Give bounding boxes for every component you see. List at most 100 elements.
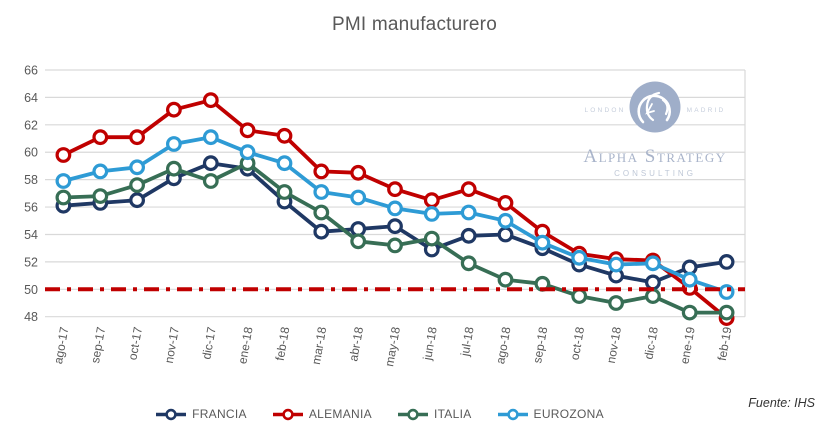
marker-alemania-sep-17 bbox=[92, 129, 109, 146]
marker-alemania-nov-17 bbox=[165, 101, 182, 118]
y-axis-label: 58 bbox=[24, 173, 38, 187]
legend-label: ALEMANIA bbox=[308, 407, 372, 421]
marker-italia-ago-18 bbox=[497, 271, 514, 288]
x-axis-label: may-18 bbox=[382, 325, 403, 367]
legend-marker-icon bbox=[156, 408, 187, 420]
marker-eurozona-nov-18 bbox=[608, 256, 624, 273]
marker-italia-feb-19 bbox=[718, 304, 735, 321]
marker-alemania-ago-17 bbox=[55, 147, 72, 163]
marker-italia-feb-18 bbox=[276, 184, 293, 200]
marker-eurozona-jul-18 bbox=[460, 204, 477, 221]
marker-eurozona-dic-18 bbox=[645, 255, 661, 272]
marker-italia-abr-18 bbox=[350, 233, 367, 250]
marker-eurozona-ene-19 bbox=[681, 271, 698, 288]
marker-italia-may-18 bbox=[387, 237, 403, 254]
watermark-logo-circle bbox=[629, 81, 681, 133]
x-axis-label: dic-18 bbox=[641, 325, 661, 360]
x-axis-label: jun-18 bbox=[420, 325, 440, 362]
legend-item-alemania: ALEMANIA bbox=[272, 407, 372, 421]
marker-eurozona-may-18 bbox=[387, 200, 403, 217]
marker-italia-nov-18 bbox=[608, 295, 624, 311]
marker-alemania-ago-18 bbox=[497, 194, 514, 211]
x-axis-label: ago-18 bbox=[493, 325, 513, 365]
x-axis-label: abr-18 bbox=[346, 325, 366, 362]
marker-francia-feb-19 bbox=[718, 253, 735, 270]
marker-alemania-dic-17 bbox=[202, 92, 219, 109]
y-axis-label: 50 bbox=[24, 283, 38, 297]
marker-alemania-oct-17 bbox=[129, 129, 146, 146]
x-axis-label: jul-18 bbox=[458, 325, 477, 358]
series-layer bbox=[55, 92, 735, 327]
marker-italia-mar-18 bbox=[313, 204, 330, 221]
marker-eurozona-ago-17 bbox=[55, 173, 72, 189]
x-axis-label: ene-19 bbox=[677, 325, 697, 365]
legend-item-italia: ITALIA bbox=[397, 407, 472, 421]
marker-francia-ago-18 bbox=[497, 226, 514, 243]
legend-item-eurozona: EUROZONA bbox=[497, 407, 604, 421]
marker-eurozona-oct-17 bbox=[129, 159, 146, 176]
chart-legend: FRANCIA ALEMANIA ITALIA EUROZONA bbox=[0, 407, 760, 421]
marker-italia-oct-18 bbox=[571, 288, 588, 305]
y-axis-label: 52 bbox=[24, 255, 38, 269]
marker-francia-oct-17 bbox=[129, 192, 146, 209]
marker-eurozona-jun-18 bbox=[423, 205, 440, 222]
marker-francia-dic-17 bbox=[202, 155, 219, 172]
x-axis-label: ago-17 bbox=[51, 325, 71, 365]
marker-francia-dic-18 bbox=[645, 274, 661, 291]
marker-eurozona-sep-17 bbox=[92, 163, 109, 180]
legend-marker-icon bbox=[497, 408, 528, 420]
watermark-brand: Alpha Strategy bbox=[583, 146, 726, 167]
series-italia bbox=[55, 155, 735, 321]
x-axis-label: ene-18 bbox=[235, 325, 255, 365]
marker-eurozona-nov-17 bbox=[165, 136, 182, 152]
x-axis-label: nov-18 bbox=[604, 325, 624, 364]
y-axis-label: 48 bbox=[24, 310, 38, 324]
marker-francia-jul-18 bbox=[460, 227, 477, 244]
legend-label: ITALIA bbox=[433, 407, 472, 421]
watermark-city-madrid: MADRID bbox=[687, 107, 726, 114]
marker-alemania-jul-18 bbox=[460, 181, 477, 198]
marker-alemania-feb-18 bbox=[276, 127, 293, 144]
watermark-alpha-strategy: LONDON MADRID Alpha Strategy CONSULTING bbox=[583, 81, 726, 178]
marker-italia-jun-18 bbox=[423, 230, 440, 247]
marker-eurozona-mar-18 bbox=[313, 184, 330, 200]
legend-label: EUROZONA bbox=[533, 407, 604, 421]
marker-francia-mar-18 bbox=[313, 223, 330, 240]
legend-marker-icon bbox=[272, 408, 303, 420]
y-axis-label: 64 bbox=[24, 91, 38, 105]
y-axis-label: 66 bbox=[24, 64, 38, 78]
x-axis-label: mar-18 bbox=[309, 325, 329, 365]
lion-icon bbox=[637, 91, 671, 124]
y-axis-label: 54 bbox=[24, 228, 38, 242]
marker-eurozona-feb-19 bbox=[718, 284, 735, 300]
x-axis-label: nov-17 bbox=[162, 325, 182, 364]
marker-francia-may-18 bbox=[387, 218, 403, 235]
axis-labels-layer: 66 64 62 60 58 56 54 52 50 48 ago-17 sep-17 oct-17 no… bbox=[24, 64, 734, 368]
watermark-division: CONSULTING bbox=[614, 169, 696, 178]
x-axis-label: feb-19 bbox=[715, 325, 735, 361]
legend-label: FRANCIA bbox=[192, 407, 247, 421]
marker-eurozona-feb-18 bbox=[276, 155, 293, 172]
y-axis-label: 60 bbox=[24, 146, 38, 160]
x-axis-label: sep-18 bbox=[530, 325, 550, 364]
watermark-city-london: LONDON bbox=[584, 107, 625, 114]
x-axis-label: sep-17 bbox=[88, 325, 108, 364]
x-axis-label: oct-18 bbox=[568, 325, 588, 361]
marker-italia-oct-17 bbox=[129, 177, 146, 194]
x-axis-label: oct-17 bbox=[125, 325, 145, 361]
marker-alemania-mar-18 bbox=[313, 163, 330, 180]
marker-italia-jul-18 bbox=[460, 255, 477, 272]
grid-layer bbox=[45, 69, 746, 318]
x-axis-label: feb-18 bbox=[273, 325, 293, 361]
marker-eurozona-abr-18 bbox=[350, 189, 367, 206]
marker-eurozona-dic-17 bbox=[202, 129, 219, 146]
marker-italia-ago-17 bbox=[55, 189, 72, 206]
marker-eurozona-ene-18 bbox=[239, 144, 256, 161]
chart-title: PMI manufacturero bbox=[332, 14, 497, 35]
marker-alemania-ene-18 bbox=[239, 122, 256, 139]
source-note: Fuente: IHS bbox=[748, 396, 815, 410]
legend-item-francia: FRANCIA bbox=[156, 407, 247, 421]
marker-alemania-jun-18 bbox=[423, 192, 440, 209]
